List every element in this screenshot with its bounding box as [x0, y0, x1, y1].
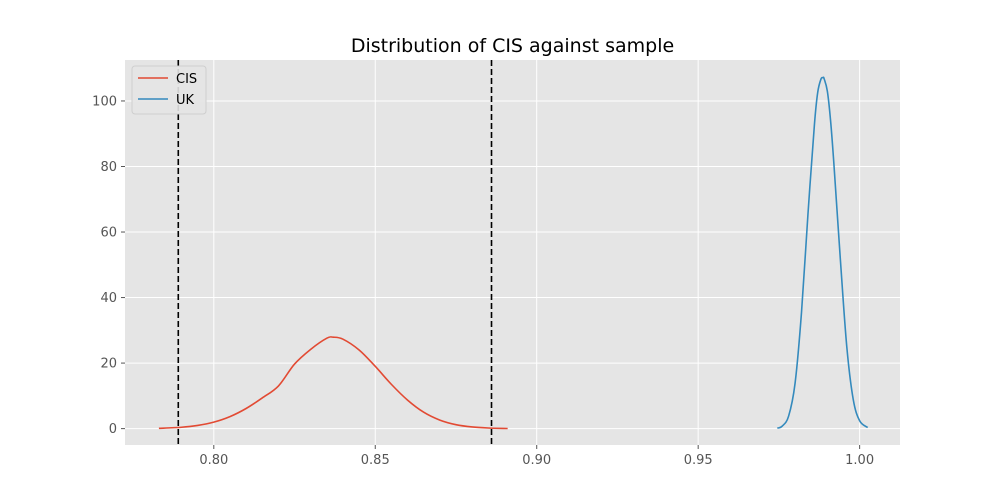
legend: CIS UK [131, 65, 207, 115]
legend-label-cis: CIS [176, 72, 197, 87]
vline-layer [177, 60, 493, 445]
x-tick-label: 0.85 [361, 453, 390, 468]
chart-title: Distribution of CIS against sample [351, 35, 674, 57]
x-tick-label: 1.00 [845, 453, 874, 468]
y-tick-label: 40 [100, 291, 117, 306]
y-tick-label: 60 [100, 226, 117, 241]
x-tick-label: 0.90 [522, 453, 551, 468]
series-layer [158, 76, 869, 430]
y-tick-label: 80 [100, 160, 117, 175]
y-tick-label: 100 [92, 94, 117, 109]
series-line-uk [776, 76, 869, 429]
series-line-cis [158, 336, 508, 430]
y-axis-ticks: 0 20 40 60 80 100 [92, 94, 125, 437]
y-tick-label: 20 [100, 357, 117, 372]
legend-label-uk: UK [176, 93, 195, 108]
y-tick-label: 0 [109, 422, 117, 437]
plot-area [125, 60, 900, 445]
x-axis-ticks: 0.80 0.85 0.90 0.95 1.00 [199, 445, 874, 468]
x-tick-label: 0.95 [684, 453, 713, 468]
x-tick-label: 0.80 [199, 453, 228, 468]
grid [125, 60, 900, 445]
